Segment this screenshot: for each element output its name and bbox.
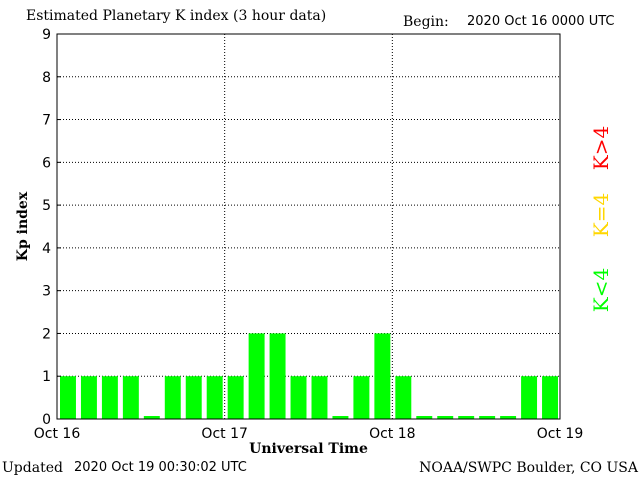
- legend-item: K=4: [589, 193, 613, 237]
- y-tick-label: 2: [42, 326, 51, 342]
- updated-label: Updated: [2, 460, 63, 476]
- begin-value: 2020 Oct 16 0000 UTC: [467, 14, 615, 29]
- kp-bar: [521, 376, 538, 419]
- legend-item: K<4: [589, 268, 613, 312]
- kp-bar: [437, 416, 454, 419]
- kp-bar: [143, 416, 160, 419]
- kp-bar: [227, 376, 244, 419]
- legend-item: K>4: [589, 126, 613, 170]
- begin-label: Begin:: [403, 14, 449, 30]
- kp-bar: [500, 416, 517, 419]
- y-tick-label: 0: [42, 412, 51, 428]
- kp-bar: [122, 376, 139, 419]
- y-axis-title: Kp index: [15, 191, 31, 261]
- x-axis-title: Universal Time: [249, 441, 368, 457]
- kp-bar: [269, 333, 286, 419]
- plot-frame: [56, 33, 561, 420]
- kp-bar: [542, 376, 558, 419]
- y-tick-label: 7: [42, 113, 51, 129]
- kp-bar: [311, 376, 328, 419]
- kp-bar: [374, 333, 391, 419]
- y-tick-label: 8: [42, 70, 51, 86]
- y-tick-label: 3: [42, 284, 51, 300]
- kp-bar: [164, 376, 181, 419]
- y-tick-label: 6: [42, 155, 51, 171]
- y-tick-label: 9: [42, 27, 51, 43]
- kp-bar: [185, 376, 202, 419]
- kp-bar: [416, 416, 433, 419]
- x-tick-label: Oct 17: [201, 426, 247, 442]
- y-tick-label: 4: [42, 241, 51, 257]
- kp-bar: [248, 333, 265, 419]
- kp-bar: [290, 376, 307, 419]
- chart-title: Estimated Planetary K index (3 hour data…: [26, 8, 327, 24]
- updated-value: 2020 Oct 19 00:30:02 UTC: [74, 460, 247, 475]
- kp-bar: [458, 416, 475, 419]
- y-tick-label: 1: [42, 369, 51, 385]
- kp-bar: [395, 376, 412, 419]
- credit-text: NOAA/SWPC Boulder, CO USA: [419, 460, 638, 476]
- kp-bar: [80, 376, 97, 419]
- x-tick-label: Oct 18: [369, 426, 415, 442]
- kp-bar: [101, 376, 118, 419]
- y-tick-label: 5: [42, 198, 51, 214]
- kp-bar: [60, 376, 76, 419]
- kp-bar: [332, 416, 349, 419]
- x-tick-label: Oct 19: [537, 426, 583, 442]
- kp-bar: [353, 376, 370, 419]
- kp-bar: [479, 416, 496, 419]
- kp-bar: [206, 376, 223, 419]
- x-tick-label: Oct 16: [34, 426, 81, 442]
